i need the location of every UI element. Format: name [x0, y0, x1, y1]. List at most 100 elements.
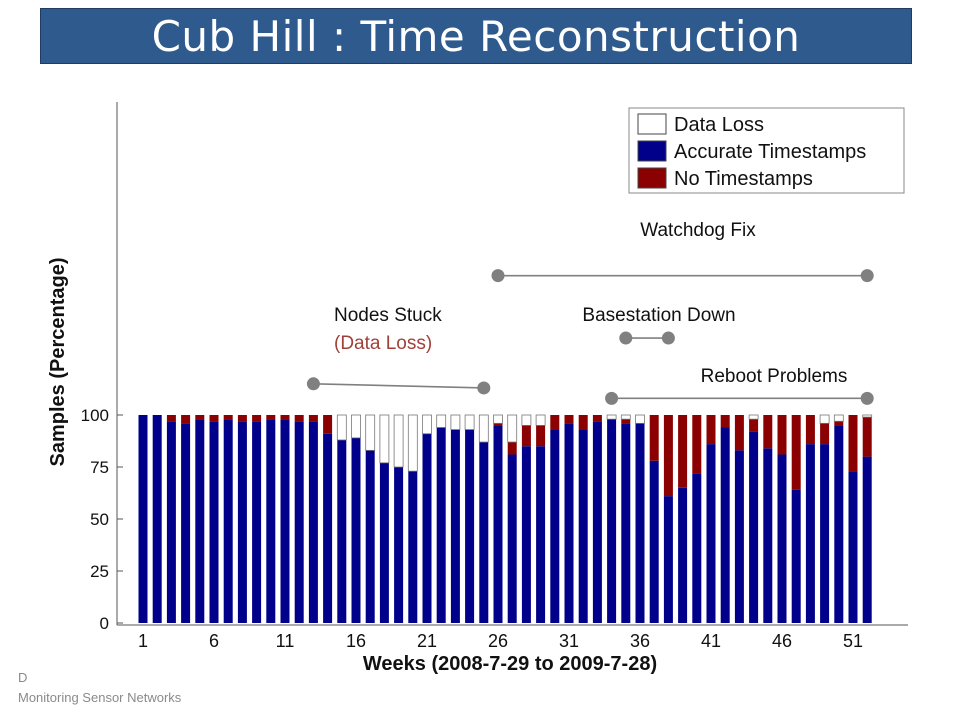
- bar-accurate-week-13: [308, 421, 318, 623]
- legend-swatch-accurate-timestamps: [637, 140, 667, 162]
- bar-accurate-week-9: [252, 421, 262, 623]
- y-tick-label: 0: [100, 614, 109, 633]
- bar-no-timestamps-week-4: [181, 415, 191, 424]
- bar-data-loss-week-22: [436, 414, 447, 428]
- bar-accurate-week-16: [351, 437, 361, 623]
- bar-data-loss-week-21: [422, 414, 432, 435]
- annotation-label-basestation-down: Basestation Down: [582, 305, 735, 326]
- x-tick-label: 1: [138, 631, 148, 651]
- bar-data-loss-week-36: [635, 414, 645, 424]
- bar-accurate-week-46: [777, 454, 787, 623]
- legend-swatch-data-loss: [637, 113, 667, 135]
- bar-accurate-week-20: [408, 471, 418, 623]
- bar-accurate-week-36: [635, 423, 645, 623]
- x-tick-label: 31: [559, 631, 579, 651]
- bar-no-timestamps-week-38: [663, 415, 673, 497]
- bar-no-timestamps-week-13: [308, 415, 318, 422]
- y-tick-label: 75: [90, 458, 109, 477]
- bar-no-timestamps-week-47: [791, 415, 801, 490]
- bar-accurate-week-41: [706, 444, 716, 623]
- slide-title-bar: Cub Hill : Time Reconstruction: [40, 8, 912, 64]
- bar-no-timestamps-week-41: [706, 415, 716, 445]
- bar-no-timestamps-week-50: [834, 421, 844, 426]
- slide-footer: D Monitoring Sensor Networks: [18, 668, 181, 708]
- annotation-end-dot-watchdog-fix: [860, 269, 874, 283]
- bar-accurate-week-47: [791, 489, 801, 623]
- bar-no-timestamps-week-6: [209, 415, 219, 422]
- bar-data-loss-week-52: [862, 414, 873, 418]
- x-tick-label: 36: [630, 631, 650, 651]
- bar-no-timestamps-week-31: [564, 415, 574, 424]
- x-tick-label: 16: [346, 631, 366, 651]
- bar-accurate-week-49: [820, 444, 830, 623]
- bar-accurate-week-26: [493, 425, 503, 623]
- bar-accurate-week-43: [734, 450, 744, 623]
- x-tick-label: 21: [417, 631, 437, 651]
- bar-data-loss-week-44: [748, 414, 759, 420]
- bar-accurate-week-28: [521, 446, 531, 623]
- bar-no-timestamps-week-43: [734, 415, 744, 451]
- chart-bars: [138, 414, 873, 623]
- bar-no-timestamps-week-33: [592, 415, 602, 422]
- y-axis-label: Samples (Percentage): [47, 258, 69, 467]
- bar-accurate-week-15: [337, 439, 347, 623]
- annotation-label-reboot-problems: Reboot Problems: [701, 366, 848, 387]
- x-tick-label: 41: [701, 631, 721, 651]
- bar-accurate-week-29: [536, 446, 546, 623]
- bar-accurate-week-21: [422, 433, 432, 623]
- bar-data-loss-week-34: [606, 414, 617, 420]
- bar-no-timestamps-week-40: [692, 415, 702, 474]
- y-tick-label: 25: [90, 562, 109, 581]
- bar-accurate-week-6: [209, 421, 219, 623]
- bar-accurate-week-18: [379, 462, 389, 623]
- bar-no-timestamps-week-30: [550, 415, 560, 430]
- bar-accurate-week-27: [507, 454, 517, 623]
- x-tick-label: 26: [488, 631, 508, 651]
- bar-data-loss-week-35: [620, 414, 631, 420]
- bar-accurate-week-34: [607, 419, 617, 623]
- legend-label-data-loss: Data Loss: [674, 114, 764, 136]
- bar-accurate-week-48: [805, 444, 815, 623]
- bar-accurate-week-37: [649, 460, 659, 623]
- footer-line-1: D: [18, 670, 28, 685]
- bar-no-timestamps-week-49: [820, 423, 830, 445]
- x-axis-label: Weeks (2008-7-29 to 2009-7-28): [363, 653, 657, 675]
- bar-no-timestamps-week-5: [195, 415, 205, 420]
- bar-no-timestamps-week-26: [493, 423, 503, 426]
- bar-no-timestamps-week-7: [223, 415, 233, 420]
- legend-box: [628, 107, 905, 194]
- bar-accurate-week-5: [195, 419, 205, 623]
- annotation-start-dot-nodes-stuck: [306, 377, 320, 391]
- bar-data-loss-week-50: [833, 414, 844, 422]
- annotation-start-dot-reboot-problems: [605, 391, 619, 405]
- bar-accurate-week-2: [152, 415, 162, 623]
- bar-no-timestamps-week-42: [720, 415, 730, 428]
- x-tick-label: 11: [276, 631, 295, 651]
- bar-no-timestamps-week-12: [294, 415, 304, 422]
- annotation-start-dot-basestation-down: [619, 331, 633, 345]
- bar-accurate-week-10: [266, 419, 276, 623]
- bar-accurate-week-35: [621, 423, 631, 623]
- bar-data-loss-week-23: [450, 414, 461, 430]
- bar-data-loss-week-19: [393, 414, 404, 468]
- bar-accurate-week-51: [848, 471, 858, 623]
- bar-accurate-week-4: [181, 423, 191, 623]
- bar-accurate-week-50: [834, 425, 844, 623]
- bar-data-loss-week-28: [521, 414, 532, 426]
- bar-no-timestamps-week-45: [763, 415, 773, 449]
- bar-accurate-week-24: [465, 429, 475, 623]
- bar-accurate-week-42: [720, 427, 730, 623]
- bar-no-timestamps-week-3: [166, 415, 176, 422]
- bar-accurate-week-23: [450, 429, 460, 623]
- bar-accurate-week-39: [678, 487, 688, 623]
- bar-accurate-week-17: [365, 450, 375, 623]
- bar-data-loss-week-18: [379, 414, 390, 464]
- x-tick-label: 6: [209, 631, 219, 651]
- bar-no-timestamps-week-29: [536, 425, 546, 447]
- bar-accurate-week-22: [436, 427, 446, 623]
- annotation-end-dot-basestation-down: [661, 331, 675, 345]
- chart-annotations: Watchdog Fix Basestation Down Reboot Probl…: [306, 220, 874, 405]
- bar-data-loss-week-27: [507, 414, 518, 443]
- bar-accurate-week-52: [862, 456, 872, 623]
